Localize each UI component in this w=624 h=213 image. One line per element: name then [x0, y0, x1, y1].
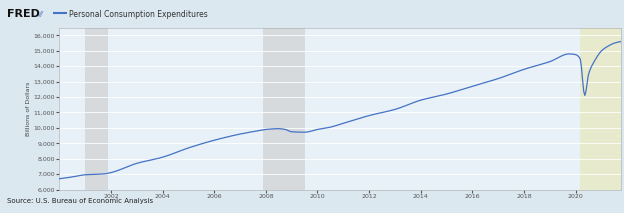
Text: FRED: FRED — [7, 9, 41, 19]
Text: //: // — [39, 11, 44, 17]
Bar — [580, 28, 621, 190]
Text: Personal Consumption Expenditures: Personal Consumption Expenditures — [69, 10, 208, 19]
Y-axis label: Billions of Dollars: Billions of Dollars — [26, 81, 31, 136]
Text: Source: U.S. Bureau of Economic Analysis: Source: U.S. Bureau of Economic Analysis — [7, 197, 154, 204]
Bar — [263, 28, 305, 190]
Bar — [85, 28, 109, 190]
